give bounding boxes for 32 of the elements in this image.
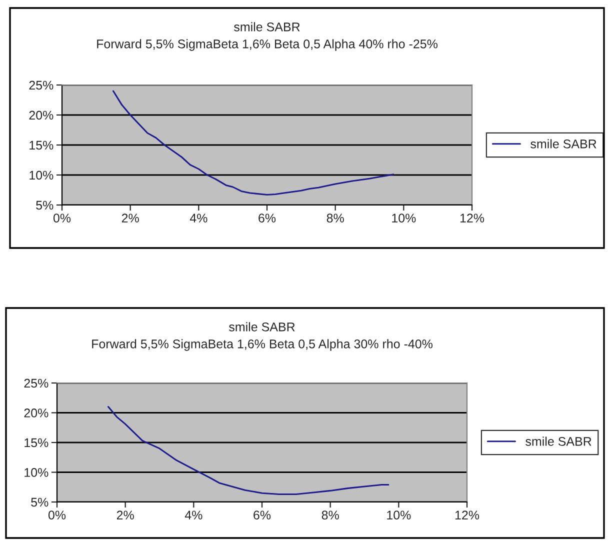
x-tick-label: 12% <box>460 214 484 222</box>
chart-title: smile SABR <box>234 22 300 32</box>
chart-subtitle: Forward 5,5% SigmaBeta 1,6% Beta 0,5 Alpha 40% rho -25% <box>97 39 438 51</box>
x-tick-label: 2% <box>122 214 139 222</box>
y-tick-label: 5% <box>31 498 48 507</box>
y-tick-label: 10% <box>24 468 48 477</box>
x-tick-label: 10% <box>387 510 411 520</box>
x-tick-label: 6% <box>254 510 271 520</box>
line-series <box>107 406 390 496</box>
x-tick-label: 10% <box>392 214 416 223</box>
x-tick-label: 8% <box>326 214 344 223</box>
y-tick-label: 10% <box>30 170 54 180</box>
x-tick-label: 4% <box>184 510 202 520</box>
x-tick-label: 4% <box>190 214 208 222</box>
x-tick-label: 0% <box>53 214 71 223</box>
x-tick-label: 12% <box>455 510 480 520</box>
x-tick-label: 6% <box>258 214 276 223</box>
x-tick-label: 8% <box>322 510 339 520</box>
y-tick-label: 20% <box>24 408 48 418</box>
y-tick-label: 25% <box>29 80 54 90</box>
y-tick-label: 15% <box>24 438 48 448</box>
legend-label: smile SABR <box>526 436 592 446</box>
y-tick-label: 5% <box>36 200 54 210</box>
chart-subtitle: Forward 5,5% SigmaBeta 1,6% Beta 0,5 Alpha 30% rho -40% <box>92 339 432 351</box>
chart-title: smile SABR <box>229 322 295 332</box>
legend-label: smile SABR <box>530 139 596 148</box>
x-tick-label: 2% <box>116 510 134 520</box>
y-tick-label: 15% <box>30 140 54 150</box>
y-tick-label: 20% <box>29 110 54 120</box>
x-tick-label: 0% <box>48 510 66 520</box>
line-series <box>112 90 394 196</box>
y-tick-label: 25% <box>24 378 48 388</box>
